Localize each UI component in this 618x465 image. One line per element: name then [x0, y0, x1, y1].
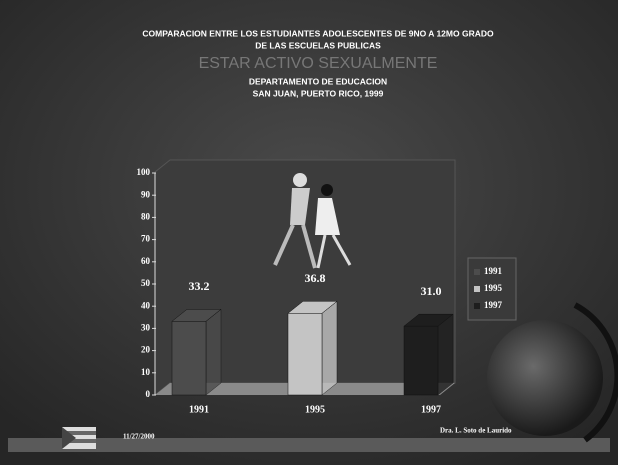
bar-side [437, 313, 454, 396]
globe-stand [573, 302, 618, 443]
legend-label: 1991 [484, 266, 503, 276]
value-label: 31.0 [421, 284, 442, 298]
bar [287, 313, 323, 396]
y-tick-label: 70 [141, 234, 151, 244]
legend-swatch [474, 269, 480, 275]
flag-icon [62, 427, 96, 449]
y-tick-label: 90 [141, 189, 151, 199]
y-tick-label: 100 [137, 167, 151, 177]
y-tick-label: 10 [141, 367, 151, 377]
title-line: COMPARACION ENTRE LOS ESTUDIANTES ADOLES… [142, 28, 494, 38]
annotation: DEPARTAMENTO DE EDUCACION [249, 76, 387, 86]
x-tick-label: 1991 [189, 404, 209, 415]
author: Dra. L. Soto de Laurido [440, 427, 512, 435]
legend-label: 1997 [484, 300, 503, 310]
x-tick-label: 1997 [421, 404, 441, 415]
bar-side [321, 300, 338, 396]
footer-band [8, 438, 610, 452]
globe [487, 320, 603, 436]
y-tick-label: 80 [141, 211, 151, 221]
legend-label: 1995 [484, 283, 503, 293]
y-tick-label: 0 [146, 389, 151, 399]
y-tick-label: 60 [141, 256, 151, 266]
legend-swatch [474, 303, 480, 309]
bar-side [205, 308, 222, 396]
legend-swatch [474, 286, 480, 292]
bar [403, 325, 439, 396]
title-line: DE LAS ESCUELAS PUBLICAS [255, 40, 381, 50]
y-tick-label: 40 [141, 300, 151, 310]
value-label: 33.2 [189, 279, 210, 293]
annotation: SAN JUAN, PUERTO RICO, 1999 [253, 88, 384, 98]
subtitle: ESTAR ACTIVO SEXUALMENTE [199, 55, 438, 72]
y-tick-label: 50 [141, 278, 151, 288]
bar [171, 321, 207, 396]
y-tick-label: 30 [141, 322, 151, 332]
x-tick-label: 1995 [305, 404, 325, 415]
value-label: 36.8 [305, 271, 326, 285]
dancers-illustration [273, 173, 352, 269]
date: 11/27/2000 [123, 433, 155, 441]
y-tick-label: 20 [141, 345, 151, 355]
